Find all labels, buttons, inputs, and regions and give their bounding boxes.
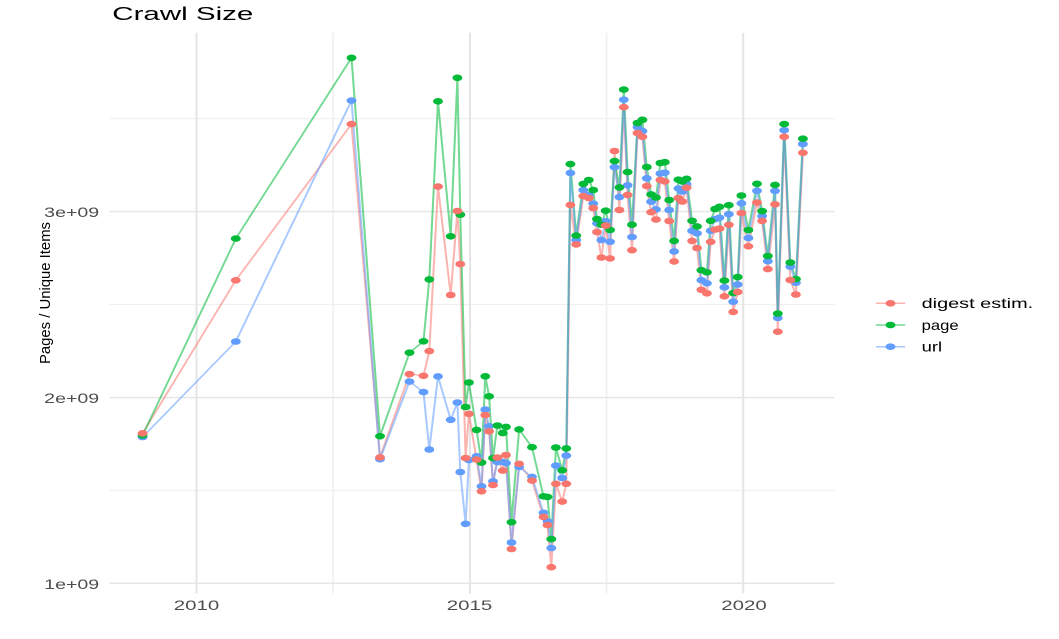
svg-text:2e+09: 2e+09 [44, 391, 99, 407]
svg-text:url: url [922, 339, 943, 355]
svg-text:Pages / Unique Items: Pages / Unique Items [38, 222, 54, 364]
svg-text:2015: 2015 [447, 597, 492, 613]
svg-text:3e+09: 3e+09 [44, 205, 99, 221]
svg-text:2020: 2020 [721, 597, 766, 613]
svg-text:1e+09: 1e+09 [44, 576, 99, 592]
svg-text:page: page [922, 317, 959, 333]
svg-text:digest estim.: digest estim. [922, 296, 1034, 312]
svg-text:Crawl Size: Crawl Size [112, 4, 253, 24]
svg-text:2010: 2010 [174, 597, 219, 613]
